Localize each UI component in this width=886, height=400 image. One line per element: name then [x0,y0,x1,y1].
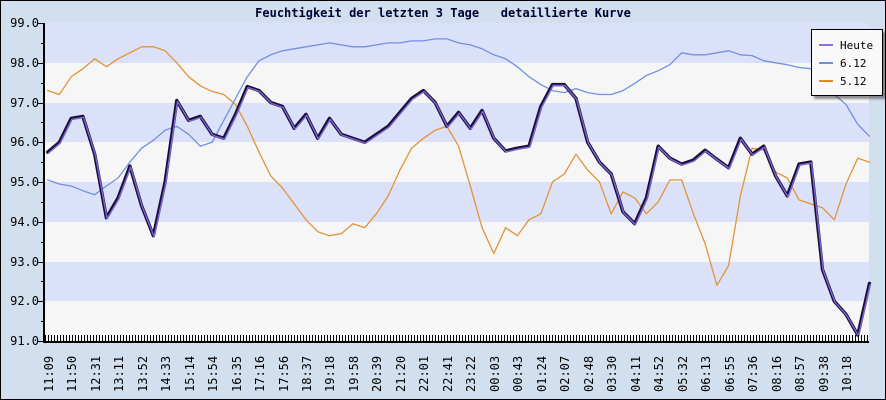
legend-item: Heute [812,36,882,54]
y-axis-label: 91.0 [10,334,39,348]
y-axis-minor-tick [41,241,44,243]
x-axis-label: 21:20 [393,355,408,392]
plot-area [45,23,869,341]
y-axis-tick [38,301,44,303]
x-axis-label: 17:16 [253,355,268,392]
plot-band [45,301,869,341]
y-axis-minor-tick [41,122,44,124]
series-line-heute [46,82,872,337]
y-axis-label: 94.0 [10,214,39,229]
plot-band [45,221,869,262]
y-axis-tick [38,182,44,183]
x-axis-label: 07:36 [746,355,761,392]
x-axis-line [43,341,869,343]
legend-item: 5.12 [812,72,882,90]
y-axis-tick [38,23,44,24]
x-axis-label: 14:33 [159,355,174,392]
x-axis-label: 11:50 [65,355,80,392]
y-axis-label: 95.0 [10,175,39,189]
y-axis-minor-tick [41,42,44,44]
x-axis-label: 02:48 [581,355,596,392]
x-axis-label: 22:41 [440,355,455,392]
x-axis-label: 06:55 [722,355,737,392]
y-axis-tick [38,221,44,223]
x-axis-label: 04:11 [628,355,643,392]
y-axis-tick [38,341,44,342]
series-line-6-12 [47,38,871,196]
y-axis-label: 93.0 [10,254,39,269]
y-axis-tick [38,142,44,144]
legend: Heute 6.12 5.12 [811,29,883,96]
x-axis-label: 10:18 [840,355,855,392]
y-axis-minor-tick [41,162,44,164]
y-axis-label: 99.0 [10,16,39,30]
legend-item: 6.12 [812,54,882,72]
x-axis-label: 13:52 [135,355,150,392]
x-axis-label: 16:35 [229,355,244,392]
x-axis-label: 00:03 [487,355,502,392]
plot-band [45,261,869,302]
x-axis-label: 05:32 [675,355,690,392]
y-axis-tick [38,261,44,263]
x-axis-label: 17:56 [276,355,291,392]
chart-title: Feuchtigkeit der letzten 3 Tage detailli… [255,6,631,20]
y-axis-label: 96.0 [10,135,39,150]
legend-swatch-icon [819,44,833,46]
legend-swatch-icon [819,80,833,82]
x-axis-label: 04:52 [652,355,667,392]
series-line-5-12 [47,46,871,286]
y-axis-minor-tick [41,321,44,323]
x-axis-label: 22:01 [417,355,432,392]
plot-band [45,182,869,222]
x-axis-label: 20:39 [370,355,385,392]
legend-swatch-icon [819,62,833,64]
y-axis-minor-tick [41,201,44,203]
x-axis-label: 19:58 [346,355,361,392]
y-axis-minor-tick [41,82,44,84]
legend-label: 6.12 [840,56,867,70]
x-axis-label: 15:14 [182,355,197,392]
x-axis-label: 06:13 [699,355,714,392]
x-axis-label: 12:31 [88,355,103,392]
x-axis-label: 15:54 [206,355,221,392]
x-axis-tick-comb [45,335,869,341]
x-axis-label: 11:09 [41,355,56,392]
y-axis-label: 97.0 [10,95,39,110]
x-axis-label: 13:11 [112,355,127,392]
x-axis-label: 02:07 [558,355,573,392]
y-axis-label: 92.0 [10,294,39,309]
y-axis-tick [38,62,44,64]
x-axis-label: 18:37 [299,355,314,392]
series-line-heute [47,84,871,337]
y-axis-tick [38,102,44,104]
x-axis-label: 00:43 [511,355,526,392]
x-axis-label: 03:30 [605,355,620,392]
x-axis-label: 09:38 [816,355,831,392]
legend-label: Heute [840,38,874,52]
chart-curves [46,38,872,337]
y-axis-minor-tick [41,281,44,283]
x-axis-label: 19:18 [323,355,338,392]
y-axis-label: 98.0 [10,55,39,70]
y-axis-line [43,23,45,343]
x-axis-label: 08:57 [793,355,808,392]
x-axis-label: 01:24 [534,355,549,392]
legend-label: 5.12 [840,74,867,88]
x-axis-label: 23:22 [464,355,479,392]
x-axis-label: 08:16 [769,355,784,392]
